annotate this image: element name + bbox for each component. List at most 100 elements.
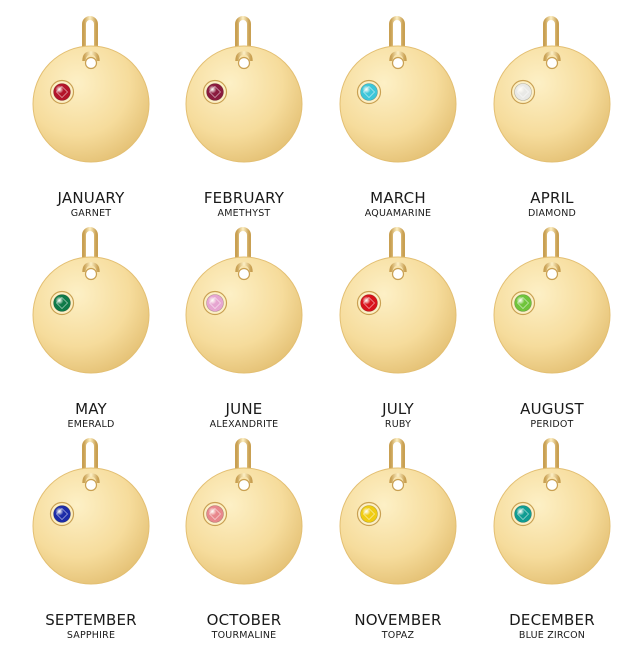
- gold-disc-pendant: [339, 438, 457, 585]
- disc: [185, 467, 303, 585]
- disc: [339, 256, 457, 374]
- bail-hole: [391, 478, 405, 492]
- disc: [493, 467, 611, 585]
- disc: [32, 467, 150, 585]
- gem-facet: [55, 85, 69, 99]
- month-label: NOVEMBER: [354, 611, 442, 629]
- jump-ring: [543, 262, 561, 273]
- stone-label: GARNET: [70, 208, 112, 219]
- disc: [185, 45, 303, 163]
- disc: [493, 45, 611, 163]
- jump-ring: [389, 51, 407, 62]
- charm-april: APRIL DIAMOND: [475, 15, 629, 225]
- jump-ring: [82, 51, 100, 62]
- gem-sapphire: [53, 505, 71, 523]
- month-label: OCTOBER: [206, 611, 282, 629]
- disc: [32, 256, 150, 374]
- stone-label: DIAMOND: [527, 208, 577, 219]
- month-label: JANUARY: [57, 189, 125, 207]
- gold-disc-pendant: [493, 227, 611, 374]
- month-label: JULY: [382, 400, 414, 418]
- charm-july: JULY RUBY: [321, 226, 475, 436]
- gold-disc-pendant: [32, 438, 150, 585]
- disc: [185, 256, 303, 374]
- charm-october: OCTOBER TOURMALINE: [167, 437, 321, 647]
- jump-ring: [389, 262, 407, 273]
- gold-disc-pendant: [493, 16, 611, 163]
- gem-facet: [516, 296, 530, 310]
- month-label: MAY: [75, 400, 107, 418]
- gem-facet: [55, 507, 69, 521]
- bail-hole: [391, 56, 405, 70]
- bail-hole: [545, 267, 559, 281]
- jump-ring: [82, 473, 100, 484]
- gem-garnet: [53, 83, 71, 101]
- bail-hole: [545, 478, 559, 492]
- stone-label: AQUAMARINE: [364, 208, 432, 219]
- stone-label: BLUE ZIRCON: [518, 630, 586, 641]
- jump-ring: [235, 262, 253, 273]
- bail-hole: [237, 478, 251, 492]
- gem-emerald: [53, 294, 71, 312]
- gold-disc-pendant: [185, 227, 303, 374]
- gem-aquamarine: [360, 83, 378, 101]
- gem-alexandrite: [206, 294, 224, 312]
- gem-blue-zircon: [514, 505, 532, 523]
- month-label: AUGUST: [520, 400, 584, 418]
- bail-hole: [84, 267, 98, 281]
- month-label: FEBRUARY: [203, 189, 285, 207]
- jump-ring: [543, 473, 561, 484]
- gem-facet: [208, 296, 222, 310]
- gem-tourmaline: [206, 505, 224, 523]
- gold-disc-pendant: [339, 227, 457, 374]
- charm-november: NOVEMBER TOPAZ: [321, 437, 475, 647]
- stone-label: SAPPHIRE: [66, 630, 116, 641]
- disc: [339, 45, 457, 163]
- disc: [339, 467, 457, 585]
- gem-facet: [362, 296, 376, 310]
- bail-hole: [391, 267, 405, 281]
- gold-disc-pendant: [339, 16, 457, 163]
- jump-ring: [235, 51, 253, 62]
- jump-ring: [235, 473, 253, 484]
- stone-label: RUBY: [384, 419, 412, 430]
- gem-amethyst: [206, 83, 224, 101]
- charm-december: DECEMBER BLUE ZIRCON: [475, 437, 629, 647]
- jump-ring: [543, 51, 561, 62]
- stone-label: ALEXANDRITE: [209, 419, 279, 430]
- gem-ruby: [360, 294, 378, 312]
- stone-label: AMETHYST: [217, 208, 271, 219]
- gold-disc-pendant: [185, 438, 303, 585]
- charm-may: MAY EMERALD: [14, 226, 168, 436]
- gold-disc-pendant: [32, 227, 150, 374]
- gold-disc-pendant: [493, 438, 611, 585]
- month-label: JUNE: [225, 400, 263, 418]
- gold-disc-pendant: [32, 16, 150, 163]
- bail-hole: [237, 267, 251, 281]
- charm-september: SEPTEMBER SAPPHIRE: [14, 437, 168, 647]
- charm-january: JANUARY GARNET: [14, 15, 168, 225]
- stone-label: TOPAZ: [381, 630, 415, 641]
- bail-hole: [545, 56, 559, 70]
- gem-facet: [208, 85, 222, 99]
- month-label: MARCH: [370, 189, 426, 207]
- gem-facet: [208, 507, 222, 521]
- charm-february: FEBRUARY AMETHYST: [167, 15, 321, 225]
- bail-hole: [84, 478, 98, 492]
- gem-facet: [516, 85, 530, 99]
- charm-june: JUNE ALEXANDRITE: [167, 226, 321, 436]
- gem-topaz: [360, 505, 378, 523]
- charm-august: AUGUST PERIDOT: [475, 226, 629, 436]
- gem-facet: [362, 507, 376, 521]
- month-label: APRIL: [530, 189, 574, 207]
- gem-peridot: [514, 294, 532, 312]
- disc: [32, 45, 150, 163]
- gem-facet: [516, 507, 530, 521]
- stone-label: EMERALD: [67, 419, 115, 430]
- stone-label: PERIDOT: [530, 419, 574, 430]
- stone-label: TOURMALINE: [211, 630, 277, 641]
- bail-hole: [237, 56, 251, 70]
- month-label: DECEMBER: [509, 611, 595, 629]
- month-label: SEPTEMBER: [45, 611, 137, 629]
